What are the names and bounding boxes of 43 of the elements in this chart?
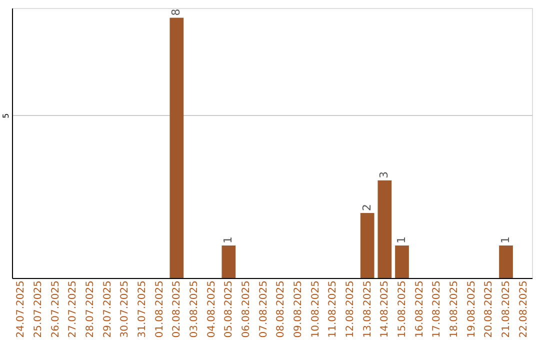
x-tick-label: 21.08.2025: [501, 280, 512, 338]
bar: [499, 245, 513, 278]
x-tick-label: 14.08.2025: [380, 280, 391, 338]
x-tick-label: 26.07.2025: [50, 280, 62, 338]
x-tick-label: 09.08.2025: [293, 280, 304, 338]
data-label: 3: [378, 171, 391, 178]
x-tick-label: 31.07.2025: [137, 280, 148, 338]
x-tick-label: 03.08.2025: [189, 280, 200, 338]
data-label: 1: [222, 236, 235, 244]
x-tick-label: 10.08.2025: [310, 280, 322, 338]
x-tick-label: 02.08.2025: [172, 280, 183, 338]
x-tick-label: 11.08.2025: [328, 280, 339, 338]
x-tick-label: 13.08.2025: [362, 280, 374, 338]
x-tick-label: 15.08.2025: [397, 280, 408, 338]
x-tick-label: 20.08.2025: [484, 280, 495, 338]
x-tick-label: 27.07.2025: [68, 280, 79, 338]
x-tick-label: 19.08.2025: [466, 280, 478, 338]
data-label: 1: [499, 236, 512, 244]
x-tick-label: 06.08.2025: [241, 280, 252, 338]
data-label: 2: [360, 204, 374, 211]
x-tick-label: 28.07.2025: [85, 280, 96, 338]
x-tick-label: 16.08.2025: [414, 280, 426, 338]
x-tick-label: 17.08.2025: [432, 280, 443, 338]
bar: [222, 245, 236, 278]
x-tick-label: 04.08.2025: [206, 280, 218, 338]
x-tick-label: 12.08.2025: [345, 280, 356, 338]
bar: [170, 18, 184, 278]
y-tick-label: 5: [2, 113, 10, 118]
x-tick-label: 18.08.2025: [449, 280, 460, 338]
bar: [395, 245, 409, 278]
x-tick-label: 24.07.2025: [16, 280, 27, 338]
x-tick-label: 05.08.2025: [224, 280, 235, 338]
x-tick-label: 25.07.2025: [33, 280, 44, 338]
x-tick-label: 08.08.2025: [276, 280, 287, 338]
x-tick-label: 07.08.2025: [258, 280, 270, 338]
x-tick-label: 30.07.2025: [120, 280, 131, 338]
x-tick-label: 22.08.2025: [518, 280, 530, 338]
data-label: 1: [395, 236, 408, 244]
bar: [360, 212, 374, 278]
bar: [378, 180, 392, 278]
data-label: 8: [170, 8, 183, 16]
x-tick-label: 29.07.2025: [102, 280, 114, 338]
x-tick-label: 01.08.2025: [154, 280, 166, 338]
